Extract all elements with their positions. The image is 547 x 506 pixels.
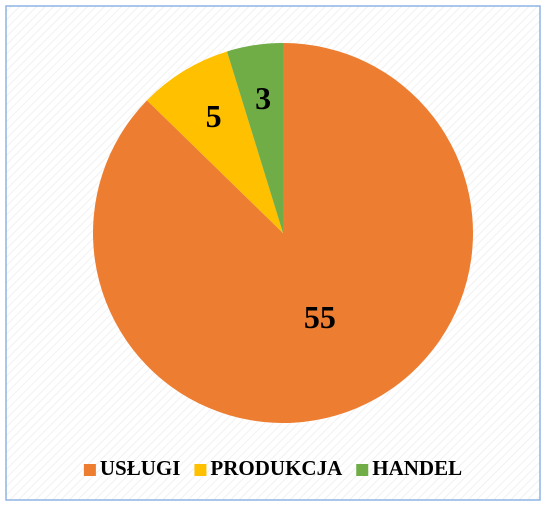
data-label: 5 bbox=[206, 98, 222, 134]
legend-swatch bbox=[356, 464, 369, 476]
legend-swatch bbox=[83, 464, 96, 476]
pie-slice bbox=[226, 43, 283, 233]
pie-slice bbox=[93, 43, 474, 423]
legend-label: PRODUKCJA bbox=[210, 456, 343, 480]
legend-label: USŁUGI bbox=[100, 456, 181, 480]
legend-swatch bbox=[194, 464, 207, 476]
legend-label: HANDEL bbox=[372, 456, 462, 480]
pie-slice bbox=[146, 51, 283, 234]
data-label: 55 bbox=[304, 299, 336, 335]
data-label: 3 bbox=[255, 80, 271, 116]
